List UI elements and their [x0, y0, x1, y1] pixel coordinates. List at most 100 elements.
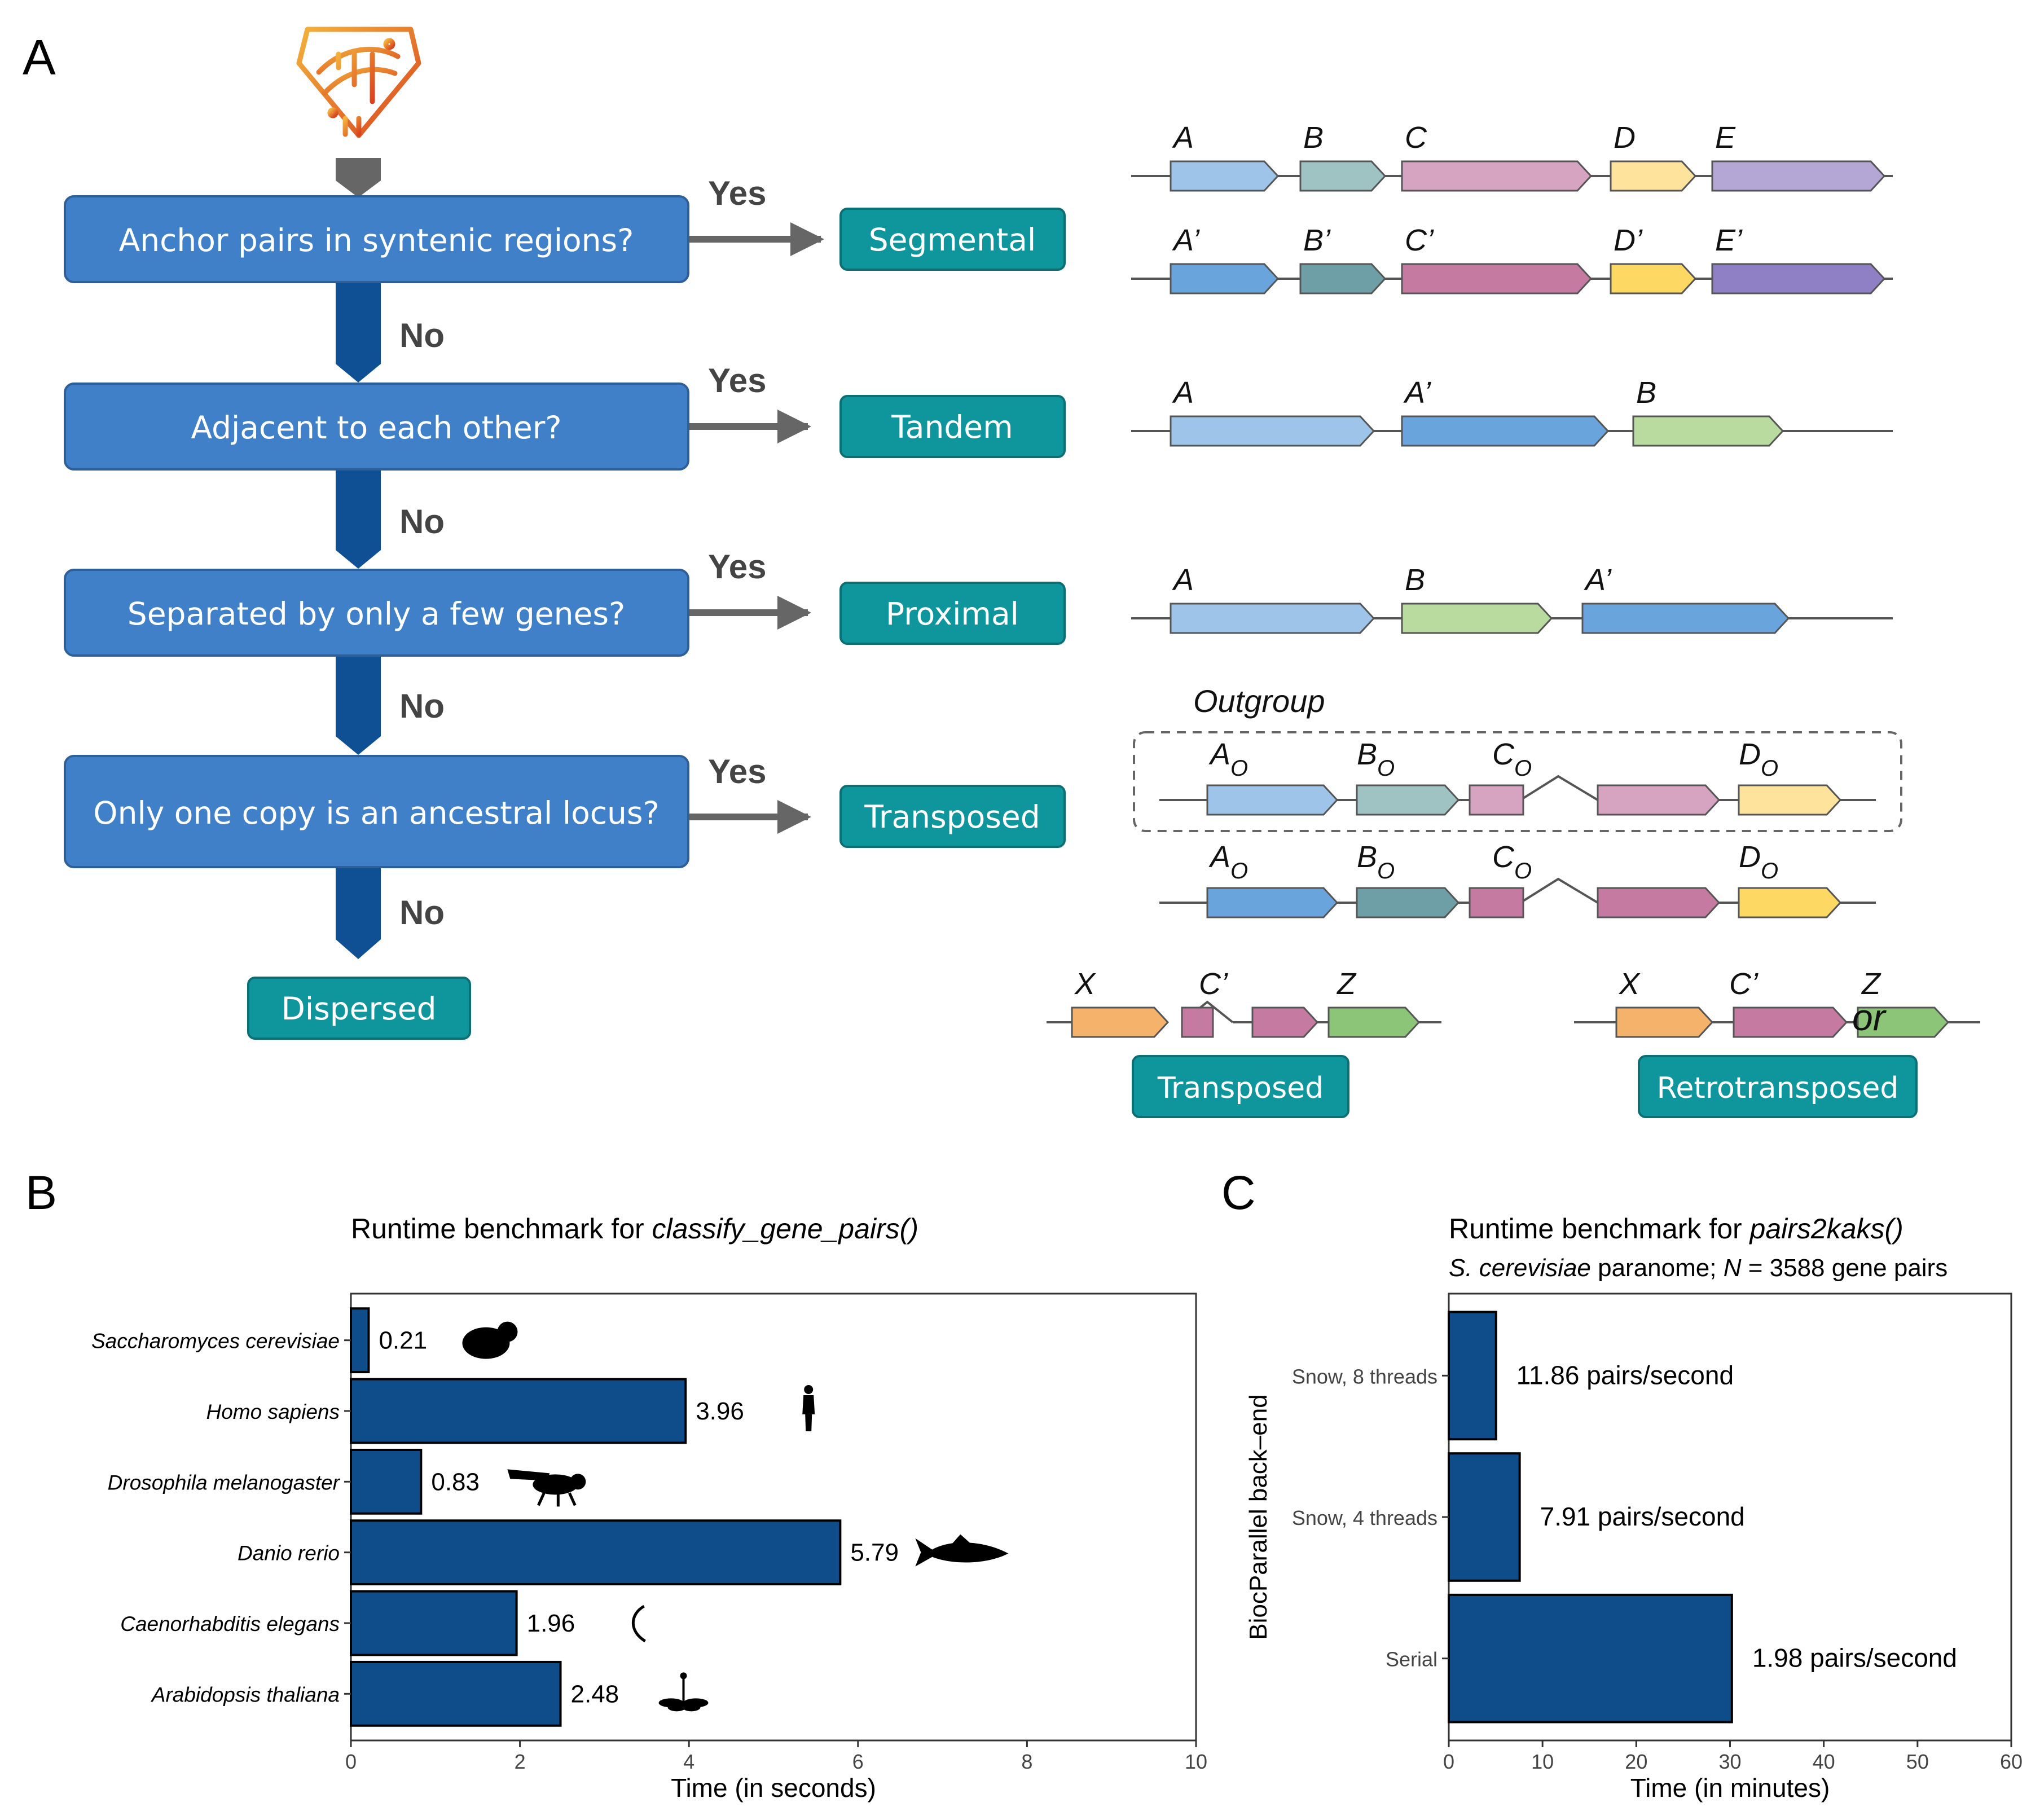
transposed-example-box: Transposed — [1132, 1055, 1349, 1118]
zebrafish-icon — [915, 1534, 1009, 1567]
y-axis-title: BiocParallel back–end — [1245, 1394, 1272, 1639]
gene-arrow-z — [1857, 1006, 1950, 1038]
down-arrow-3 — [336, 656, 381, 755]
gene-arrow-x — [1071, 1006, 1170, 1038]
retrotransposed-example-label: Retrotransposed — [1657, 1071, 1899, 1105]
gene-label: X — [1074, 967, 1096, 1001]
data-label: 2.48 — [571, 1680, 619, 1708]
x-tick-label: 40 — [1813, 1750, 1835, 1773]
gene-label: A — [1172, 121, 1194, 155]
gene-label: A — [1172, 563, 1194, 597]
gene-arrow-segmental-bottom — [1299, 263, 1387, 294]
question-text: Adjacent to each other? — [191, 410, 561, 446]
outgroup-box — [1133, 731, 1902, 832]
bar — [350, 1378, 687, 1444]
data-label: 1.98 pairs/second — [1752, 1643, 1957, 1673]
bar — [1448, 1452, 1521, 1582]
x-tick-label: 50 — [1906, 1750, 1929, 1773]
gene-label: BO — [1357, 840, 1395, 883]
bar — [350, 1660, 562, 1727]
y-tick-label: Arabidopsis thaliana — [151, 1683, 340, 1706]
chart-b-title: Runtime benchmark for classify_gene_pair… — [351, 1213, 918, 1245]
gene-arrow-outgroup — [1738, 887, 1842, 918]
x-tick-label: 20 — [1625, 1750, 1647, 1773]
bar — [350, 1448, 423, 1515]
data-label: 1.96 — [527, 1610, 575, 1637]
gene-arrow-outgroup — [1206, 887, 1339, 918]
question-text: Anchor pairs in syntenic regions? — [119, 222, 634, 258]
worm-icon — [631, 1604, 646, 1643]
gene-label: DO — [1739, 840, 1778, 883]
no-label: No — [399, 894, 445, 931]
gene-label: CO — [1492, 737, 1532, 781]
gene-label: AO — [1208, 840, 1248, 883]
gene-label: Z — [1861, 967, 1881, 1001]
y-tick-label: Saccharomyces cerevisiae — [91, 1330, 340, 1353]
gene-arrow-segmental-bottom — [1170, 263, 1280, 294]
gene-arrow-proximal — [1581, 603, 1790, 634]
gene-label: B — [1303, 121, 1324, 155]
gene-label: A’ — [1584, 563, 1612, 597]
gene-arrow-outgroup — [1356, 887, 1460, 918]
data-label: 0.83 — [431, 1468, 480, 1496]
gene-label: AO — [1208, 737, 1248, 781]
gene-label: Z — [1336, 967, 1357, 1001]
x-tick-label: 0 — [1443, 1750, 1454, 1773]
yeast-icon — [462, 1321, 518, 1359]
yes-label: Yes — [708, 362, 766, 399]
question-box: Adjacent to each other? — [64, 383, 689, 471]
bar — [350, 1307, 370, 1374]
gene-label: C’ — [1199, 967, 1228, 1001]
y-tick-label: Danio rerio — [238, 1542, 340, 1565]
panel-c-label: C — [1221, 1166, 1256, 1219]
y-tick-label: Drosophila melanogaster — [108, 1471, 341, 1494]
bar — [1448, 1593, 1733, 1724]
x-tick-label: 10 — [1185, 1750, 1207, 1773]
gene-arrow-c — [1733, 1006, 1848, 1038]
gene-arrow-segmental-top — [1401, 160, 1593, 192]
gene-label: D’ — [1614, 223, 1643, 257]
intron-line — [1519, 877, 1599, 904]
gene-arrow-segmental-top — [1170, 160, 1280, 192]
gene-arrow-outgroup — [1738, 784, 1842, 816]
gene-label: A — [1172, 376, 1194, 410]
retrotransposed-example-box: Retrotransposed — [1638, 1055, 1918, 1118]
x-tick-label: 30 — [1718, 1750, 1741, 1773]
yes-label: Yes — [708, 753, 766, 790]
y-tick-label: Caenorhabditis elegans — [120, 1612, 340, 1636]
x-tick-label: 60 — [2000, 1750, 2023, 1773]
category-label: Dispersed — [281, 991, 436, 1027]
bar — [350, 1590, 518, 1656]
fly-icon — [507, 1469, 586, 1507]
no-label: No — [399, 503, 445, 540]
panel-b-label: B — [25, 1166, 57, 1219]
gene-label: E’ — [1715, 223, 1743, 257]
category-box-segmental: Segmental — [839, 208, 1066, 271]
gene-arrow-c — [1251, 1006, 1319, 1038]
outgroup-title: Outgroup — [1193, 683, 1325, 719]
x-axis-title: Time (in seconds) — [671, 1773, 876, 1803]
chart-c-title: Runtime benchmark for pairs2kaks() — [1449, 1213, 1903, 1245]
gene-label: B — [1405, 563, 1425, 597]
human-icon — [802, 1385, 815, 1431]
panel-a-label: A — [23, 29, 56, 85]
gene-arrow-segmental-bottom — [1610, 263, 1697, 294]
gene-arrow-x — [1615, 1006, 1714, 1038]
gene-label: B’ — [1303, 223, 1331, 257]
gene-arrow-segmental-bottom — [1401, 263, 1593, 294]
bar — [1448, 1311, 1497, 1441]
down-arrow-4 — [336, 867, 381, 959]
chart-b: Saccharomyces cerevisiae 0.21 Homo sapiens… — [91, 1293, 1207, 1803]
gene-arrow-outgroup — [1597, 784, 1721, 816]
question-text: Separated by only a few genes? — [128, 596, 625, 632]
down-arrow-1 — [336, 282, 381, 383]
start-connector — [336, 158, 381, 197]
or-label: or — [1852, 996, 1887, 1038]
gene-arrow-proximal — [1401, 603, 1553, 634]
y-tick-label: Snow, 4 threads — [1292, 1506, 1437, 1529]
chart-c: Snow, 8 threads 11.86 pairs/second Snow, 4… — [1245, 1293, 2023, 1803]
x-axis-title: Time (in minutes) — [1630, 1773, 1830, 1803]
yes-label: Yes — [708, 174, 766, 212]
category-label: Tandem — [891, 409, 1013, 445]
